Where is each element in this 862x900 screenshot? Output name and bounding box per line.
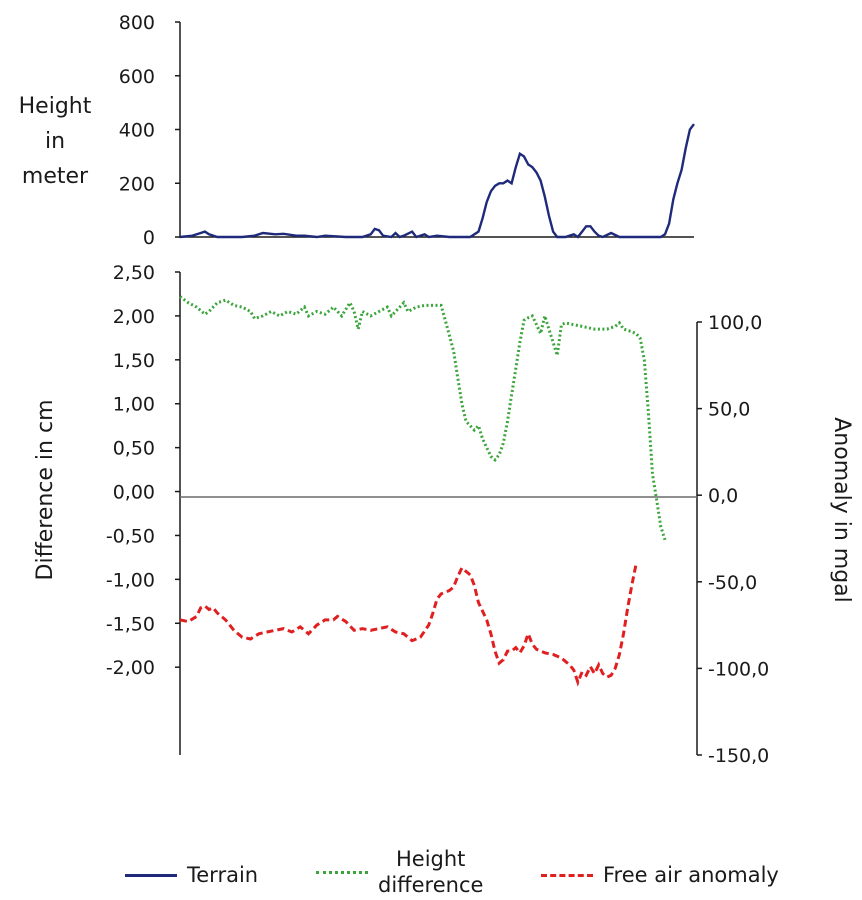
right-y-tick-label: 0,0 <box>708 485 738 507</box>
left-y-tick-label: -2,00 <box>106 657 155 679</box>
top-y-title-line3: meter <box>22 164 89 189</box>
left-y-tick-label: 2,50 <box>113 262 155 284</box>
left-y-tick-label: 0,00 <box>113 482 155 504</box>
free-air-anomaly-series-line <box>179 564 638 687</box>
left-y-tick-label: -1,50 <box>106 613 155 635</box>
right-y-title: Anomaly in mgal <box>829 417 854 603</box>
legend-label-height-line2: difference <box>378 873 484 897</box>
chart: 0 200 400 600 800 Height in meter -2,00 -1,50… <box>19 12 854 767</box>
top-y-title-line2: in <box>45 129 65 154</box>
legend: Terrain Height difference Free air anoma… <box>0 838 862 898</box>
left-y-title: Difference in cm <box>33 400 58 581</box>
right-y-tick-label: 50,0 <box>708 399 750 421</box>
legend-label-height-line1: Height <box>396 847 466 871</box>
top-y-tick-label: 600 <box>119 66 155 88</box>
left-y-tick-label: 2,00 <box>113 306 155 328</box>
left-y-tick-label: -0,50 <box>106 525 155 547</box>
top-y-tick-label: 800 <box>119 12 155 34</box>
right-y-tick-label: -100,0 <box>708 658 769 680</box>
left-y-tick-label: -1,00 <box>106 569 155 591</box>
top-y-title-line1: Height <box>19 94 92 119</box>
legend-item-free-air-anomaly: Free air anomaly <box>541 862 779 888</box>
legend-swatch-free-air-anomaly <box>541 873 593 877</box>
legend-swatch-height-difference <box>316 870 368 874</box>
top-y-tick-label: 0 <box>143 227 155 249</box>
top-y-tick-label: 400 <box>119 120 155 142</box>
legend-swatch-terrain <box>125 873 177 877</box>
terrain-series-line <box>179 123 695 239</box>
legend-label-height-difference: Height difference <box>378 846 483 898</box>
right-y-tick-label: -150,0 <box>708 745 769 767</box>
legend-label-free-air-anomaly: Free air anomaly <box>603 863 779 887</box>
legend-item-terrain: Terrain <box>125 862 258 888</box>
right-y-tick-label: -50,0 <box>708 572 757 594</box>
top-y-tick-label: 200 <box>119 173 155 195</box>
right-y-tick-label: 100,0 <box>708 312 762 334</box>
left-y-tick-label: 1,50 <box>113 350 155 372</box>
legend-item-height-difference: Height difference <box>316 846 483 898</box>
left-y-tick-label: 0,50 <box>113 438 155 460</box>
height-difference-series-line <box>179 295 667 541</box>
legend-label-terrain: Terrain <box>187 863 259 887</box>
left-y-tick-label: 1,00 <box>113 394 155 416</box>
